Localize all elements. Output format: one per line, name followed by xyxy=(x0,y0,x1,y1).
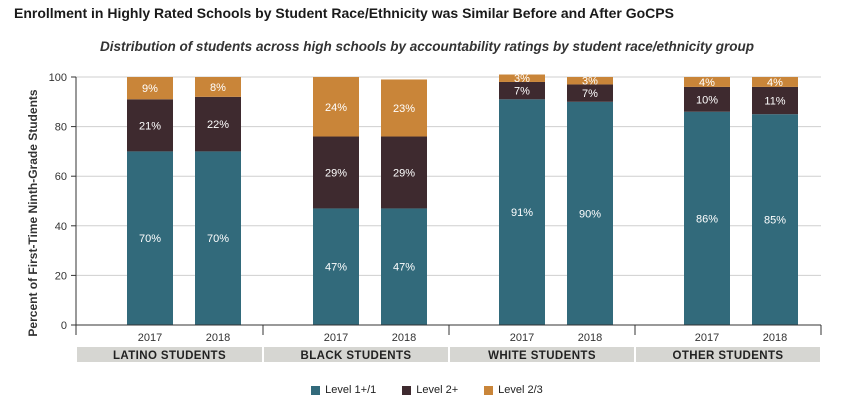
x-tick-label: 2018 xyxy=(578,332,602,344)
data-label: 4% xyxy=(767,77,783,89)
data-label: 70% xyxy=(207,233,229,245)
x-tick-label: 2017 xyxy=(695,332,719,344)
data-label: 29% xyxy=(325,167,347,179)
data-label: 47% xyxy=(393,262,415,274)
data-label: 23% xyxy=(393,103,415,115)
x-tick-label: 2017 xyxy=(510,332,534,344)
x-tick-label: 2017 xyxy=(138,332,162,344)
group-label: LATINO STUDENTS xyxy=(113,350,226,362)
legend: Level 1+/1 Level 2+ Level 2/3 xyxy=(0,384,854,396)
legend-swatch xyxy=(311,386,320,395)
y-tick-label: 20 xyxy=(55,270,67,282)
data-label: 86% xyxy=(696,213,718,225)
data-label: 7% xyxy=(514,86,530,98)
group-label: OTHER STUDENTS xyxy=(672,350,783,362)
data-label: 9% xyxy=(142,83,158,95)
data-label: 7% xyxy=(582,88,598,100)
legend-label: Level 2+ xyxy=(416,384,458,396)
y-tick-label: 80 xyxy=(55,122,67,134)
legend-item: Level 1+/1 xyxy=(311,384,376,396)
legend-item: Level 2/3 xyxy=(484,384,543,396)
x-tick-label: 2018 xyxy=(392,332,416,344)
data-label: 8% xyxy=(210,82,226,94)
y-axis-title: Percent of First-Time Ninth-Grade Studen… xyxy=(26,89,40,336)
legend-swatch xyxy=(484,386,493,395)
data-label: 70% xyxy=(139,233,161,245)
x-tick-label: 2017 xyxy=(324,332,348,344)
data-label: 11% xyxy=(764,96,785,108)
legend-swatch xyxy=(402,386,411,395)
data-label: 24% xyxy=(325,102,347,114)
group-label: BLACK STUDENTS xyxy=(300,350,411,362)
data-label: 90% xyxy=(579,208,601,220)
legend-label: Level 2/3 xyxy=(498,384,543,396)
y-tick-label: 60 xyxy=(55,171,67,183)
legend-label: Level 1+/1 xyxy=(325,384,376,396)
data-label: 22% xyxy=(207,119,229,131)
data-label: 4% xyxy=(699,77,715,89)
data-label: 29% xyxy=(393,167,415,179)
data-label: 3% xyxy=(514,73,530,85)
data-label: 85% xyxy=(764,215,786,227)
x-tick-label: 2018 xyxy=(206,332,230,344)
legend-item: Level 2+ xyxy=(402,384,458,396)
data-label: 91% xyxy=(511,207,533,219)
data-label: 21% xyxy=(139,120,161,132)
y-tick-label: 40 xyxy=(55,221,67,233)
y-tick-label: 100 xyxy=(49,72,67,84)
group-label: WHITE STUDENTS xyxy=(488,350,596,362)
chart-area: 70%21%9%70%22%8%47%29%24%47%29%23%91%7%3… xyxy=(0,0,854,380)
data-label: 3% xyxy=(582,76,598,88)
data-label: 47% xyxy=(325,262,347,274)
x-tick-label: 2018 xyxy=(763,332,787,344)
data-label: 10% xyxy=(696,94,718,106)
y-tick-label: 0 xyxy=(61,320,67,332)
